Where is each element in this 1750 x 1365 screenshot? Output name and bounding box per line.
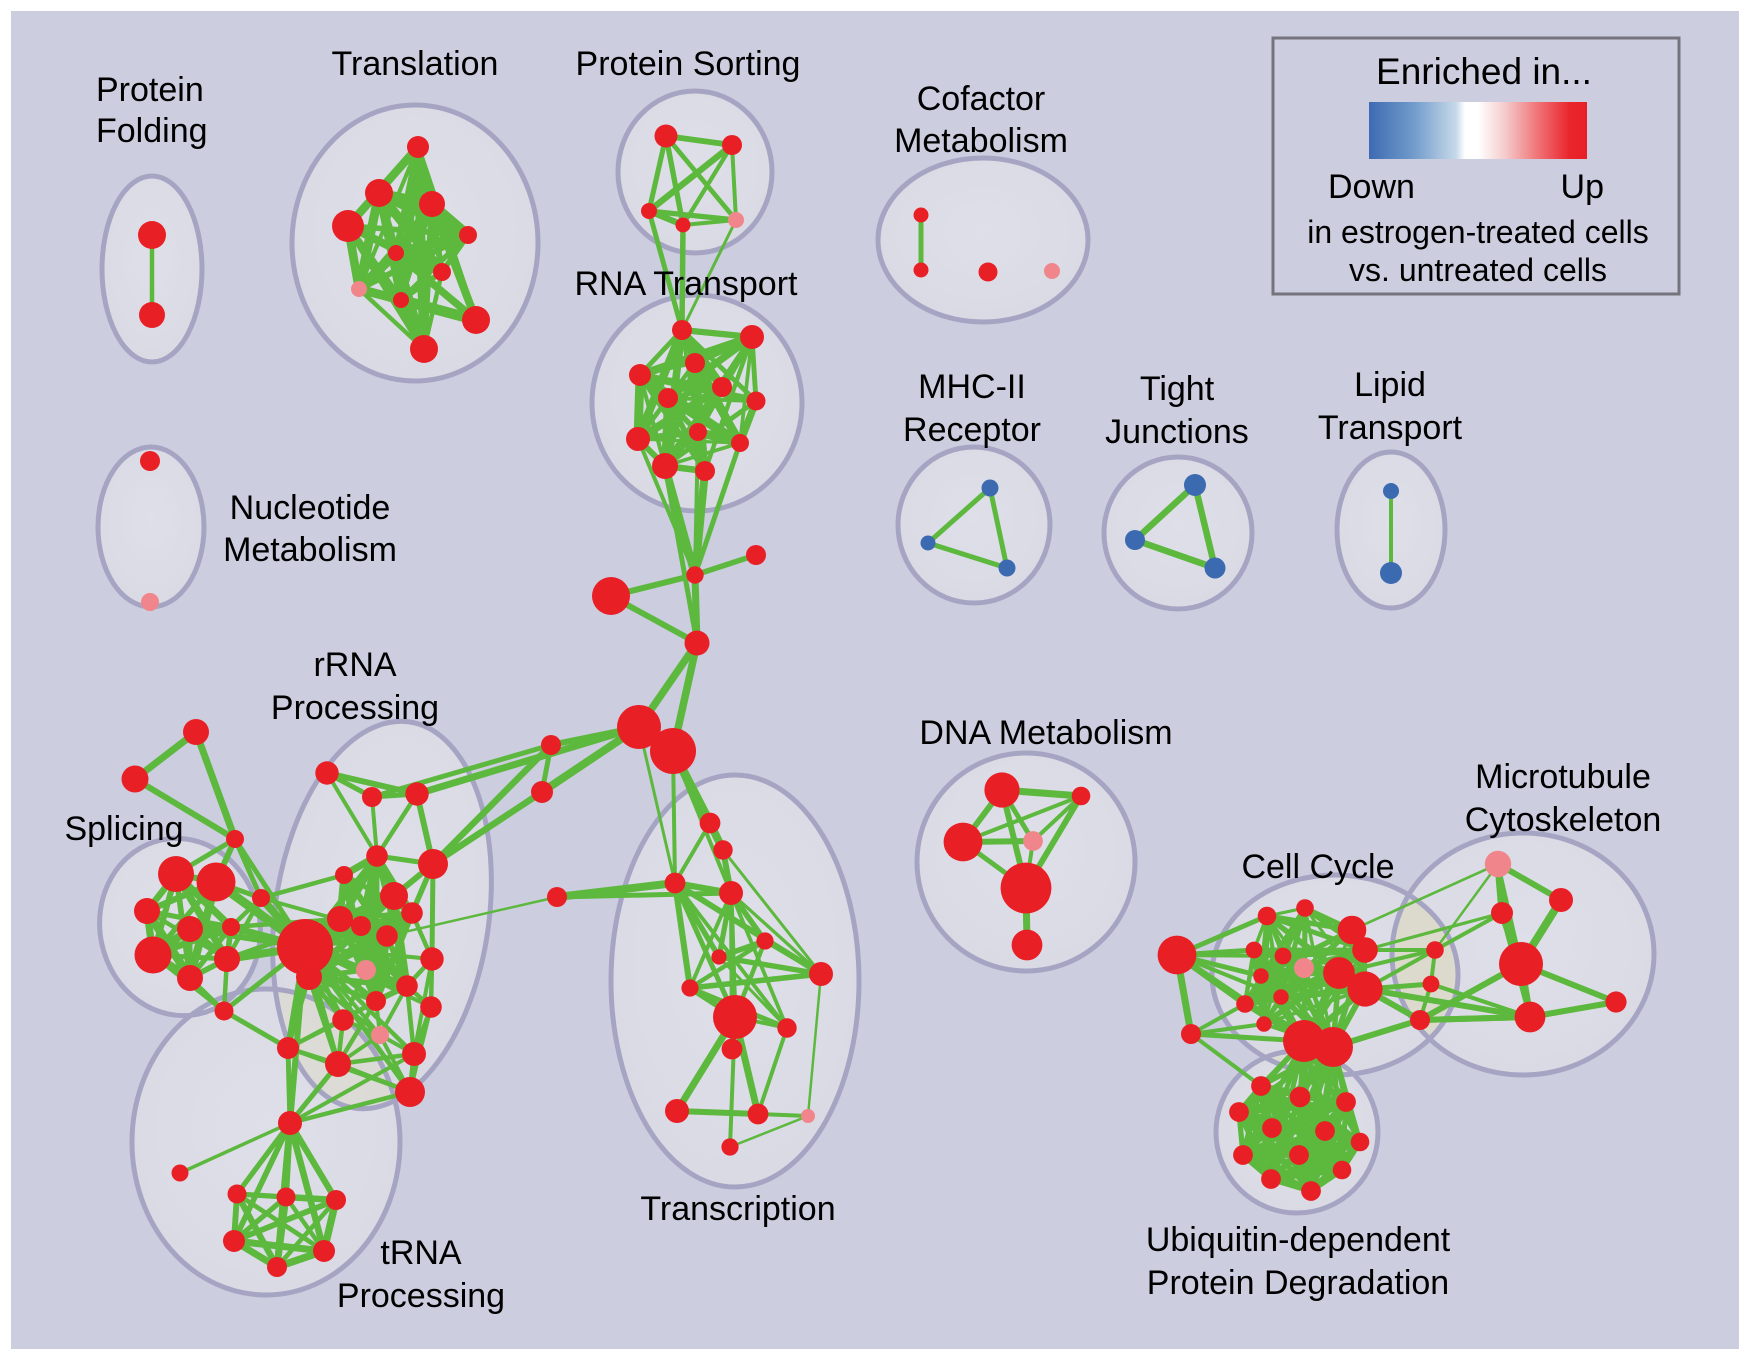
svg-text:Ubiquitin-dependent: Ubiquitin-dependent [1146,1221,1451,1259]
svg-text:Protein: Protein [96,71,204,109]
svg-text:Processing: Processing [271,689,439,727]
svg-text:Transport: Transport [1318,409,1463,447]
svg-text:Cell Cycle: Cell Cycle [1241,848,1394,886]
svg-text:Tight: Tight [1140,370,1215,408]
svg-text:Up: Up [1561,168,1604,206]
svg-text:Junctions: Junctions [1105,413,1249,451]
svg-text:Metabolism: Metabolism [223,531,397,569]
svg-text:RNA Transport: RNA Transport [575,265,799,303]
svg-text:Cytoskeleton: Cytoskeleton [1465,801,1662,839]
svg-text:Metabolism: Metabolism [894,122,1068,160]
svg-text:Protein Degradation: Protein Degradation [1147,1264,1449,1302]
svg-text:Splicing: Splicing [64,810,183,848]
svg-text:Protein Sorting: Protein Sorting [576,45,801,83]
svg-text:Cofactor: Cofactor [917,80,1046,118]
svg-text:MHC-II: MHC-II [918,368,1026,406]
svg-text:Down: Down [1328,168,1415,206]
svg-text:Lipid: Lipid [1354,366,1426,404]
svg-text:Processing: Processing [337,1277,505,1315]
svg-text:Receptor: Receptor [903,411,1041,449]
svg-text:Transcription: Transcription [640,1190,835,1228]
svg-text:vs. untreated cells: vs. untreated cells [1349,252,1607,288]
svg-text:Nucleotide: Nucleotide [230,489,391,527]
svg-text:in estrogen-treated cells: in estrogen-treated cells [1307,214,1649,250]
svg-text:DNA Metabolism: DNA Metabolism [919,714,1172,752]
svg-text:tRNA: tRNA [380,1234,462,1272]
svg-text:Enriched in...: Enriched in... [1376,51,1592,92]
svg-text:rRNA: rRNA [313,646,396,684]
svg-text:Folding: Folding [96,112,208,150]
svg-text:Translation: Translation [332,45,499,83]
svg-text:Microtubule: Microtubule [1475,758,1651,796]
